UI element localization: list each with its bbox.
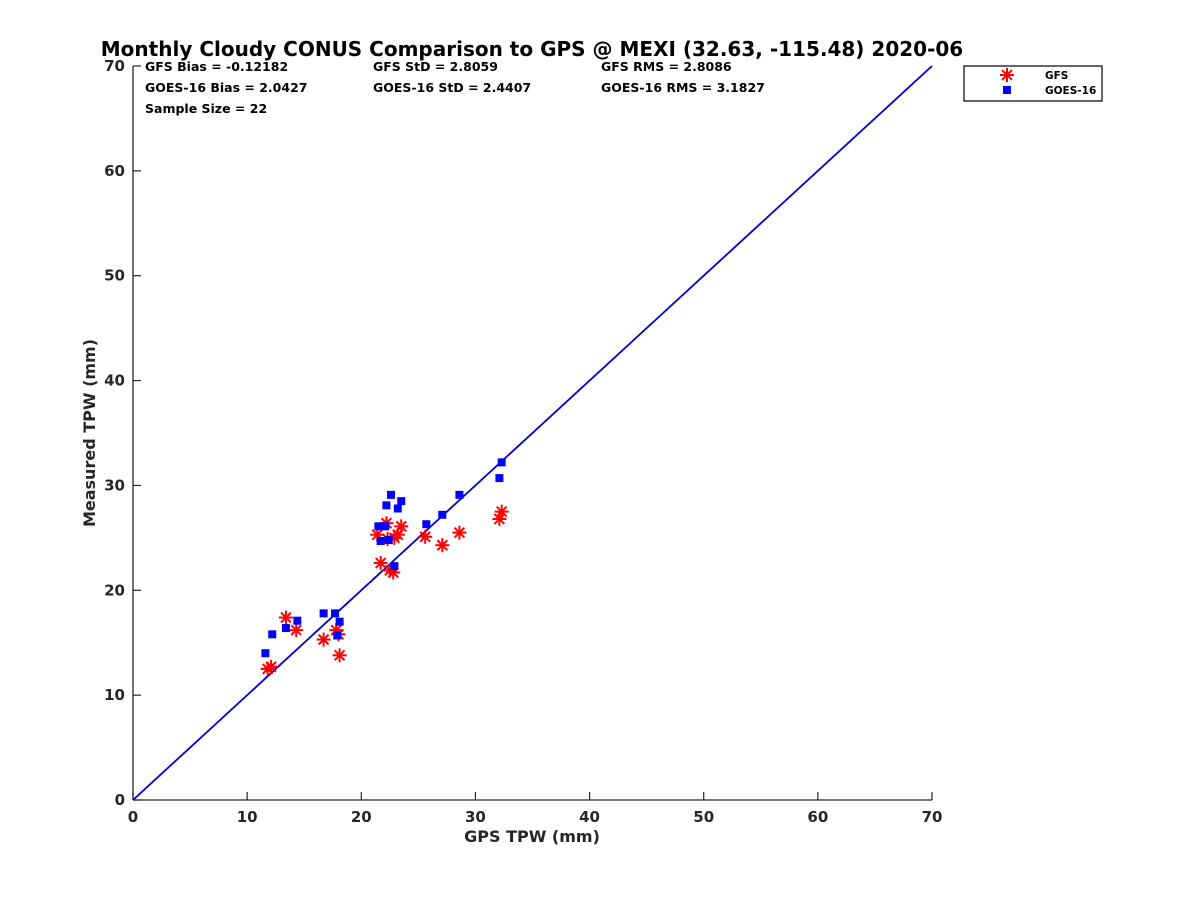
asterisk-stroke [333,649,346,661]
gfs-point [452,525,467,540]
x-tick-label: 10 [237,808,258,826]
legend-markers [1000,68,1014,94]
x-tick-label: 50 [693,808,714,826]
legend-marker-gfs [1000,68,1014,82]
stat-goes16-rms: GOES-16 RMS = 3.1827 [601,80,765,95]
reference-line-group [132,65,933,801]
gfs-point [289,623,304,638]
data-marks [260,458,509,676]
asterisk-stroke [280,611,292,624]
stat-goes16-std: GOES-16 StD = 2.4407 [373,80,531,95]
gfs-point [278,610,293,625]
asterisk-stroke [496,505,508,518]
gfs-point [418,529,433,544]
goes16-point [331,609,340,618]
one-to-one-line [132,65,933,801]
legend-marker-goes16 [1003,86,1011,94]
asterisk-stroke [290,624,302,636]
legend: GFS GOES-16 [963,65,1103,102]
y-tick-label: 50 [104,267,125,285]
y-tick-label: 40 [104,372,125,390]
gfs-point [373,556,388,571]
goes16-point [393,504,402,513]
goes16-point [386,490,395,499]
statistics-panel: GFS Bias = -0.12182 GFS StD = 2.8059 GFS… [145,59,765,116]
asterisk-stroke [375,557,387,569]
stat-sample-size: Sample Size = 22 [145,101,267,116]
goes16-point [374,522,383,531]
x-tick-label: 40 [579,808,600,826]
asterisk-stroke [317,633,330,646]
gfs-point [332,648,347,663]
y-tick-label: 60 [104,162,125,180]
y-tick-label: 0 [115,791,125,809]
legend-label-goes16: GOES-16 [1045,85,1096,97]
gfs-point [394,519,409,534]
gfs-point [264,659,279,674]
goes16-point [497,458,506,467]
y-axis-label: Measured TPW (mm) [80,339,99,527]
asterisk-stroke [265,661,277,673]
goes16-point [381,522,390,531]
goes16-point [438,510,447,519]
goes16-point [268,630,277,639]
goes16-point [384,535,393,544]
goes16-point [397,497,406,506]
y-tick-label: 20 [104,581,125,599]
axes: 0 10 20 30 40 50 60 70 0 10 20 30 40 50 60 70 [104,57,942,826]
y-tick-label: 70 [104,57,125,75]
asterisk-stroke [371,529,383,541]
goes16-point [382,501,391,510]
goes16-point [376,537,385,546]
goes16-point [333,631,342,640]
goes16-point [390,562,399,571]
y-tick-label: 30 [104,476,125,494]
goes16-point [319,609,328,618]
goes16-point [293,616,302,625]
chart-title: Monthly Cloudy CONUS Comparison to GPS @… [101,37,963,61]
goes16-point [422,520,431,529]
x-tick-label: 0 [128,808,138,826]
asterisk-stroke [1001,69,1013,81]
stat-gfs-std: GFS StD = 2.8059 [373,59,498,74]
asterisk-stroke [493,513,506,525]
y-tick-label: 10 [104,686,125,704]
stat-goes16-bias: GOES-16 Bias = 2.0427 [145,80,307,95]
goes16-point [261,649,270,658]
goes16-point [455,490,464,499]
asterisk-stroke [436,539,448,551]
goes16-point [495,474,504,483]
stat-gfs-bias: GFS Bias = -0.12182 [145,59,288,74]
legend-label-gfs: GFS [1045,70,1068,82]
x-tick-label: 60 [807,808,828,826]
x-tick-label: 70 [922,808,943,826]
goes16-point [281,624,290,633]
asterisk-stroke [395,520,407,532]
asterisk-stroke [453,526,466,539]
goes16-point [335,617,344,626]
stat-gfs-rms: GFS RMS = 2.8086 [601,59,732,74]
gfs-point [435,538,450,553]
legend-box [963,65,1103,102]
x-tick-label: 20 [351,808,372,826]
x-tick-label: 30 [465,808,486,826]
gfs-point [316,632,331,647]
asterisk-stroke [419,531,431,543]
gfs-point [494,504,509,519]
x-axis-label: GPS TPW (mm) [464,827,600,846]
